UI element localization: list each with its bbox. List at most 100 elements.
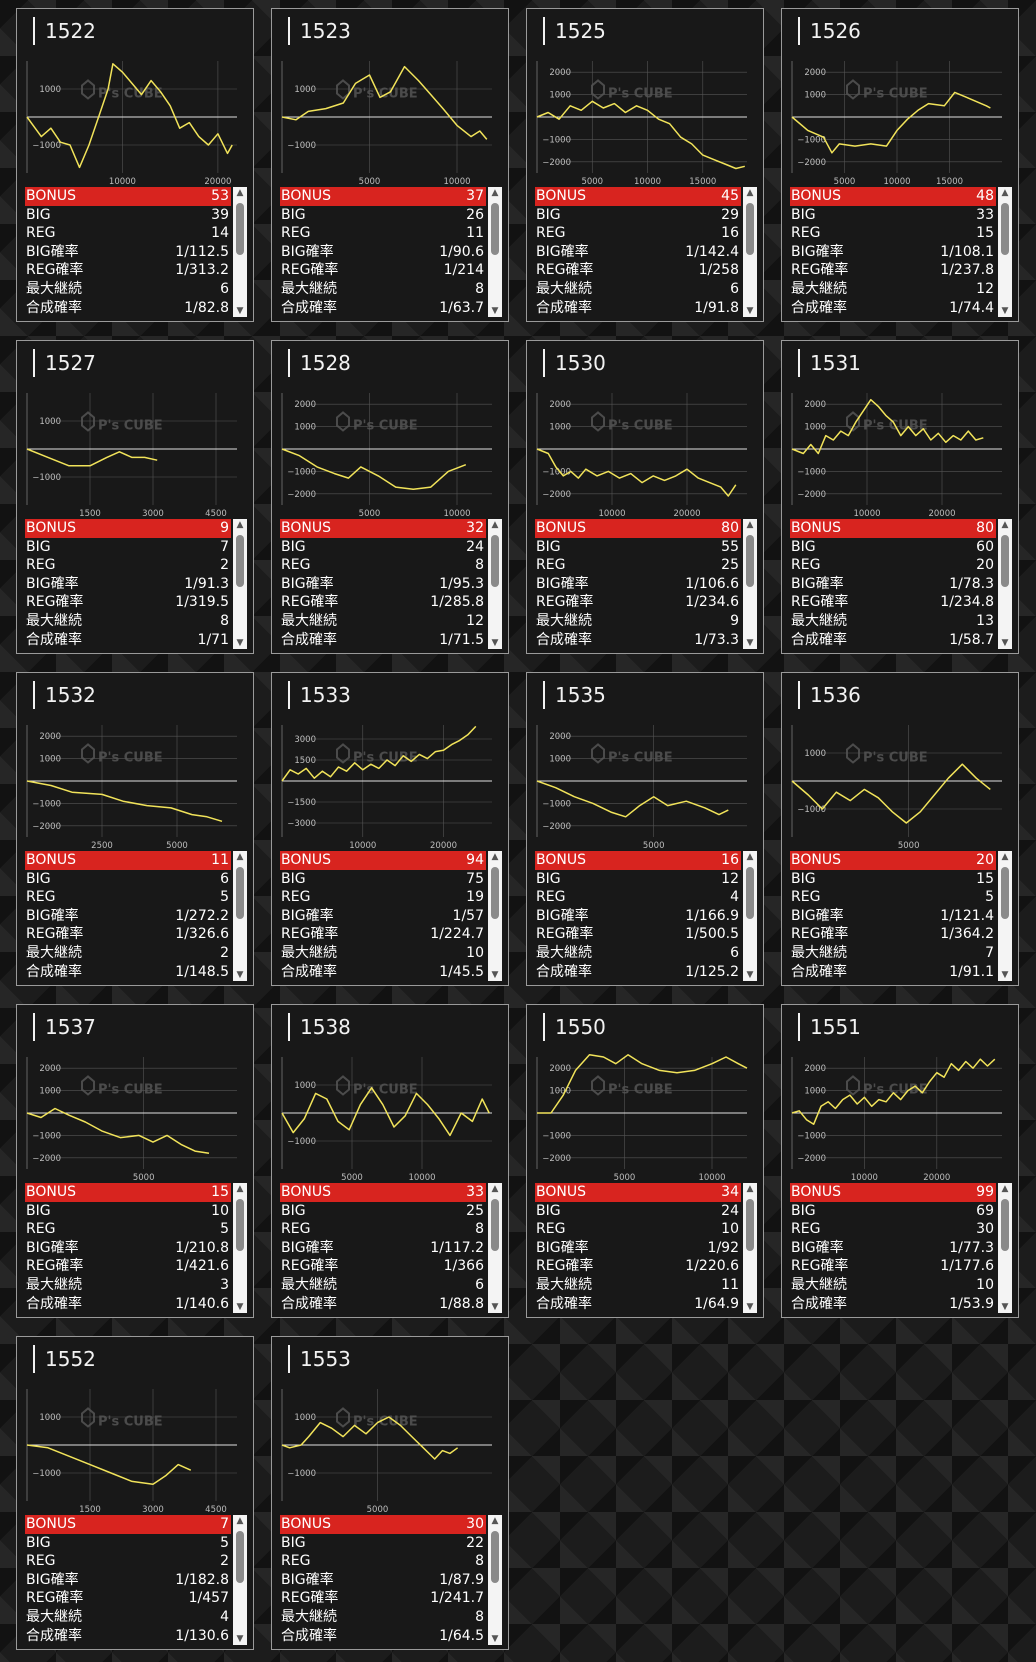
stats-scrollbar[interactable]: ▲ ▼ — [233, 187, 247, 317]
scroll-down-icon[interactable]: ▼ — [236, 306, 244, 316]
scroll-thumb[interactable] — [491, 535, 499, 587]
stats-panel[interactable]: BONUS 30 BIG 22 REG 8 BIG確率 1/87.9 REG確率 1/241.7 最… — [280, 1515, 502, 1645]
machine-card[interactable]: 1552 P's CUBE 1000 −1000 1500 3000 4500 BONUS 7 B… — [16, 1336, 254, 1650]
stats-panel[interactable]: BONUS 16 BIG 12 REG 4 BIG確率 1/166.9 REG確率 1/500.5… — [535, 851, 757, 981]
stats-scrollbar[interactable]: ▲ ▼ — [743, 187, 757, 317]
machine-card[interactable]: 1538 P's CUBE 1000 −1000 5000 10000 BONUS 33 BIG… — [271, 1004, 509, 1318]
scroll-thumb[interactable] — [236, 1531, 244, 1583]
scroll-down-icon[interactable]: ▼ — [491, 638, 499, 648]
scroll-up-icon[interactable]: ▲ — [491, 520, 499, 530]
machine-card[interactable]: 1533 P's CUBE 3000 1500 −1500 −3000 10000 20000… — [271, 672, 509, 986]
scroll-down-icon[interactable]: ▼ — [236, 1634, 244, 1644]
stats-panel[interactable]: BONUS 45 BIG 29 REG 16 BIG確率 1/142.4 REG確率 1/258 最… — [535, 187, 757, 317]
machine-card[interactable]: 1525 P's CUBE 2000 1000 −1000 −2000 5000 10000 1… — [526, 8, 764, 322]
stats-panel[interactable]: BONUS 94 BIG 75 REG 19 BIG確率 1/57 REG確率 1/224.7 最大… — [280, 851, 502, 981]
scroll-thumb[interactable] — [1001, 535, 1009, 587]
scroll-up-icon[interactable]: ▲ — [1001, 1184, 1009, 1194]
stats-scrollbar[interactable]: ▲ ▼ — [233, 1515, 247, 1645]
scroll-down-icon[interactable]: ▼ — [236, 1302, 244, 1312]
stats-panel[interactable]: BONUS 37 BIG 26 REG 11 BIG確率 1/90.6 REG確率 1/214 最大… — [280, 187, 502, 317]
stats-panel[interactable]: BONUS 99 BIG 69 REG 30 BIG確率 1/77.3 REG確率 1/177.6… — [790, 1183, 1012, 1313]
scroll-down-icon[interactable]: ▼ — [1001, 970, 1009, 980]
stats-panel[interactable]: BONUS 11 BIG 6 REG 5 BIG確率 1/272.2 REG確率 1/326.6 最… — [25, 851, 247, 981]
scroll-thumb[interactable] — [236, 535, 244, 587]
stats-scrollbar[interactable]: ▲ ▼ — [998, 519, 1012, 649]
machine-card[interactable]: 1553 P's CUBE 1000 −1000 5000 BONUS 30 BIG 22 REG… — [271, 1336, 509, 1650]
scroll-down-icon[interactable]: ▼ — [491, 970, 499, 980]
stats-scrollbar[interactable]: ▲ ▼ — [488, 1515, 502, 1645]
machine-card[interactable]: 1526 P's CUBE 2000 1000 −1000 −2000 5000 10000 1… — [781, 8, 1019, 322]
stats-panel[interactable]: BONUS 15 BIG 10 REG 5 BIG確率 1/210.8 REG確率 1/421.6… — [25, 1183, 247, 1313]
scroll-thumb[interactable] — [236, 203, 244, 255]
stats-panel[interactable]: BONUS 34 BIG 24 REG 10 BIG確率 1/92 REG確率 1/220.6 最大… — [535, 1183, 757, 1313]
scroll-up-icon[interactable]: ▲ — [236, 1516, 244, 1526]
scroll-down-icon[interactable]: ▼ — [746, 306, 754, 316]
scroll-down-icon[interactable]: ▼ — [491, 1302, 499, 1312]
stats-scrollbar[interactable]: ▲ ▼ — [488, 519, 502, 649]
stats-scrollbar[interactable]: ▲ ▼ — [488, 851, 502, 981]
scroll-down-icon[interactable]: ▼ — [1001, 306, 1009, 316]
machine-card[interactable]: 1527 P's CUBE 1000 −1000 1500 3000 4500 BONUS 9 B… — [16, 340, 254, 654]
scroll-up-icon[interactable]: ▲ — [1001, 188, 1009, 198]
scroll-down-icon[interactable]: ▼ — [1001, 1302, 1009, 1312]
scroll-up-icon[interactable]: ▲ — [491, 1184, 499, 1194]
machine-card[interactable]: 1537 P's CUBE 2000 1000 −1000 −2000 5000 BONUS 1… — [16, 1004, 254, 1318]
scroll-thumb[interactable] — [1001, 1199, 1009, 1251]
scroll-down-icon[interactable]: ▼ — [236, 638, 244, 648]
machine-card[interactable]: 1535 P's CUBE 2000 1000 −1000 −2000 5000 BONUS 1… — [526, 672, 764, 986]
scroll-thumb[interactable] — [746, 203, 754, 255]
scroll-up-icon[interactable]: ▲ — [491, 852, 499, 862]
stats-panel[interactable]: BONUS 53 BIG 39 REG 14 BIG確率 1/112.5 REG確率 1/313.… — [25, 187, 247, 317]
stats-panel[interactable]: BONUS 80 BIG 55 REG 25 BIG確率 1/106.6 REG確率 1/234.… — [535, 519, 757, 649]
machine-card[interactable]: 1551 P's CUBE 2000 1000 −1000 −2000 10000 20000… — [781, 1004, 1019, 1318]
scroll-up-icon[interactable]: ▲ — [236, 188, 244, 198]
scroll-up-icon[interactable]: ▲ — [236, 520, 244, 530]
stats-scrollbar[interactable]: ▲ ▼ — [743, 851, 757, 981]
machine-card[interactable]: 1550 P's CUBE 2000 1000 −1000 −2000 5000 10000 B… — [526, 1004, 764, 1318]
scroll-up-icon[interactable]: ▲ — [746, 520, 754, 530]
stats-scrollbar[interactable]: ▲ ▼ — [998, 187, 1012, 317]
scroll-down-icon[interactable]: ▼ — [491, 306, 499, 316]
scroll-up-icon[interactable]: ▲ — [491, 188, 499, 198]
scroll-up-icon[interactable]: ▲ — [491, 1516, 499, 1526]
stats-panel[interactable]: BONUS 7 BIG 5 REG 2 BIG確率 1/182.8 REG確率 1/457 最大継続… — [25, 1515, 247, 1645]
stats-panel[interactable]: BONUS 33 BIG 25 REG 8 BIG確率 1/117.2 REG確率 1/366 最大… — [280, 1183, 502, 1313]
machine-card[interactable]: 1532 P's CUBE 2000 1000 −1000 −2000 2500 5000 BO… — [16, 672, 254, 986]
stats-panel[interactable]: BONUS 9 BIG 7 REG 2 BIG確率 1/91.3 REG確率 1/319.5 最大継… — [25, 519, 247, 649]
stats-scrollbar[interactable]: ▲ ▼ — [233, 519, 247, 649]
scroll-up-icon[interactable]: ▲ — [746, 1184, 754, 1194]
scroll-thumb[interactable] — [491, 1199, 499, 1251]
stats-scrollbar[interactable]: ▲ ▼ — [488, 187, 502, 317]
stats-scrollbar[interactable]: ▲ ▼ — [743, 519, 757, 649]
scroll-up-icon[interactable]: ▲ — [236, 852, 244, 862]
scroll-down-icon[interactable]: ▼ — [236, 970, 244, 980]
scroll-up-icon[interactable]: ▲ — [746, 852, 754, 862]
scroll-thumb[interactable] — [746, 535, 754, 587]
machine-card[interactable]: 1523 P's CUBE 1000 −1000 5000 10000 BONUS 37 BIG… — [271, 8, 509, 322]
scroll-thumb[interactable] — [491, 867, 499, 919]
stats-scrollbar[interactable]: ▲ ▼ — [998, 1183, 1012, 1313]
stats-scrollbar[interactable]: ▲ ▼ — [998, 851, 1012, 981]
scroll-thumb[interactable] — [236, 1199, 244, 1251]
machine-card[interactable]: 1531 P's CUBE 2000 1000 −1000 −2000 10000 20000… — [781, 340, 1019, 654]
scroll-thumb[interactable] — [491, 203, 499, 255]
stats-scrollbar[interactable]: ▲ ▼ — [743, 1183, 757, 1313]
stats-scrollbar[interactable]: ▲ ▼ — [233, 851, 247, 981]
machine-card[interactable]: 1522 P's CUBE 1000 −1000 10000 20000 BONUS 53 BI… — [16, 8, 254, 322]
machine-card[interactable]: 1536 P's CUBE 1000 −1000 5000 BONUS 20 BIG 15 REG… — [781, 672, 1019, 986]
scroll-down-icon[interactable]: ▼ — [1001, 638, 1009, 648]
stats-panel[interactable]: BONUS 48 BIG 33 REG 15 BIG確率 1/108.1 REG確率 1/237.… — [790, 187, 1012, 317]
scroll-down-icon[interactable]: ▼ — [491, 1634, 499, 1644]
stats-panel[interactable]: BONUS 20 BIG 15 REG 5 BIG確率 1/121.4 REG確率 1/364.2… — [790, 851, 1012, 981]
scroll-thumb[interactable] — [1001, 203, 1009, 255]
machine-card[interactable]: 1528 P's CUBE 2000 1000 −1000 −2000 5000 10000 B… — [271, 340, 509, 654]
scroll-down-icon[interactable]: ▼ — [746, 1302, 754, 1312]
stats-scrollbar[interactable]: ▲ ▼ — [233, 1183, 247, 1313]
stats-panel[interactable]: BONUS 32 BIG 24 REG 8 BIG確率 1/95.3 REG確率 1/285.8 最… — [280, 519, 502, 649]
stats-panel[interactable]: BONUS 80 BIG 60 REG 20 BIG確率 1/78.3 REG確率 1/234.8… — [790, 519, 1012, 649]
scroll-thumb[interactable] — [746, 867, 754, 919]
machine-card[interactable]: 1530 P's CUBE 2000 1000 −1000 −2000 10000 20000… — [526, 340, 764, 654]
stats-scrollbar[interactable]: ▲ ▼ — [488, 1183, 502, 1313]
scroll-up-icon[interactable]: ▲ — [1001, 520, 1009, 530]
scroll-up-icon[interactable]: ▲ — [1001, 852, 1009, 862]
